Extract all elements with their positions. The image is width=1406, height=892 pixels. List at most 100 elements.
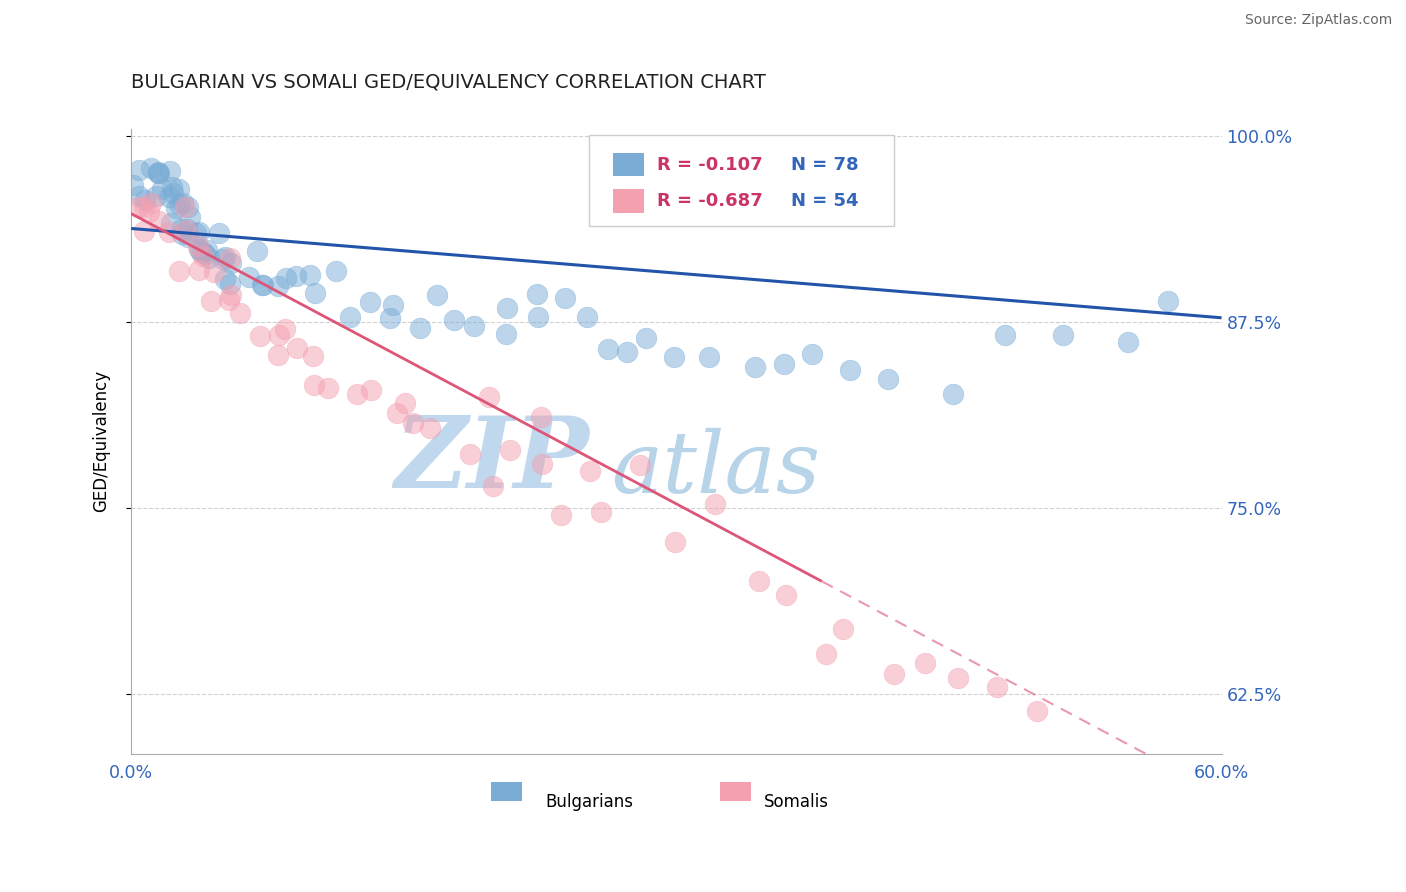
Point [1052, 328, 1074, 343]
Point [986, 680, 1008, 694]
Point [187, 242, 209, 256]
Point [276, 271, 298, 285]
Point [838, 362, 860, 376]
Point [579, 464, 602, 478]
Point [141, 161, 163, 175]
Point [267, 328, 290, 343]
Point [526, 287, 548, 301]
Point [426, 288, 449, 302]
Point [815, 647, 838, 661]
Point [360, 383, 382, 397]
Point [218, 251, 240, 265]
Text: Source: ZipAtlas.com: Source: ZipAtlas.com [1244, 13, 1392, 28]
Y-axis label: GED/Equivalency: GED/Equivalency [93, 370, 110, 512]
Point [616, 345, 638, 359]
FancyBboxPatch shape [720, 782, 751, 801]
Point [146, 166, 169, 180]
Point [252, 278, 274, 293]
Text: atlas: atlas [612, 428, 820, 511]
Point [150, 182, 173, 196]
Point [173, 200, 195, 214]
Point [382, 297, 405, 311]
Point [134, 194, 156, 208]
Text: ZIP: ZIP [394, 412, 589, 508]
Point [134, 224, 156, 238]
Point [664, 535, 686, 549]
Point [482, 479, 505, 493]
Point [148, 214, 170, 228]
Point [402, 416, 425, 430]
Point [285, 269, 308, 284]
FancyBboxPatch shape [613, 153, 644, 177]
Point [948, 671, 970, 685]
Point [186, 226, 208, 240]
Point [249, 329, 271, 343]
Point [193, 244, 215, 259]
Point [145, 189, 167, 203]
FancyBboxPatch shape [613, 189, 644, 213]
Point [267, 348, 290, 362]
Point [380, 311, 402, 326]
Point [229, 306, 252, 320]
Point [499, 442, 522, 457]
Point [628, 458, 651, 473]
Point [146, 165, 169, 179]
Point [169, 197, 191, 211]
Point [218, 293, 240, 308]
Point [157, 225, 180, 239]
Point [359, 294, 381, 309]
Point [212, 252, 235, 267]
Point [252, 277, 274, 292]
Point [159, 164, 181, 178]
Point [190, 244, 212, 259]
Point [316, 381, 339, 395]
Point [200, 293, 222, 308]
Point [160, 216, 183, 230]
Point [478, 390, 501, 404]
Point [179, 210, 201, 224]
Point [304, 378, 326, 392]
FancyBboxPatch shape [589, 135, 894, 226]
Point [162, 186, 184, 201]
Point [993, 327, 1015, 342]
Point [302, 349, 325, 363]
Point [221, 288, 243, 302]
Point [634, 331, 657, 345]
Point [589, 505, 612, 519]
Point [127, 200, 149, 214]
Point [160, 180, 183, 194]
Point [202, 265, 225, 279]
Point [121, 178, 143, 192]
Point [170, 222, 193, 236]
Point [942, 387, 965, 401]
Point [188, 263, 211, 277]
Point [699, 350, 721, 364]
Point [662, 351, 685, 365]
Point [419, 421, 441, 435]
Point [704, 497, 727, 511]
Point [495, 327, 517, 342]
Text: N = 78: N = 78 [790, 155, 859, 174]
Point [132, 200, 155, 214]
Point [267, 278, 290, 293]
Point [550, 508, 572, 522]
Text: R = -0.687: R = -0.687 [657, 193, 762, 211]
Point [325, 263, 347, 277]
Point [876, 372, 898, 386]
Point [304, 285, 326, 300]
Text: Somalis: Somalis [763, 793, 828, 811]
Point [495, 301, 517, 315]
Point [208, 227, 231, 241]
Point [177, 200, 200, 214]
Point [744, 359, 766, 374]
Point [214, 251, 236, 265]
Point [530, 457, 553, 471]
Point [169, 182, 191, 196]
Point [914, 656, 936, 670]
Point [1116, 335, 1139, 350]
Point [285, 341, 308, 355]
Point [191, 249, 214, 263]
Point [575, 310, 598, 325]
Point [443, 313, 465, 327]
Point [170, 227, 193, 242]
